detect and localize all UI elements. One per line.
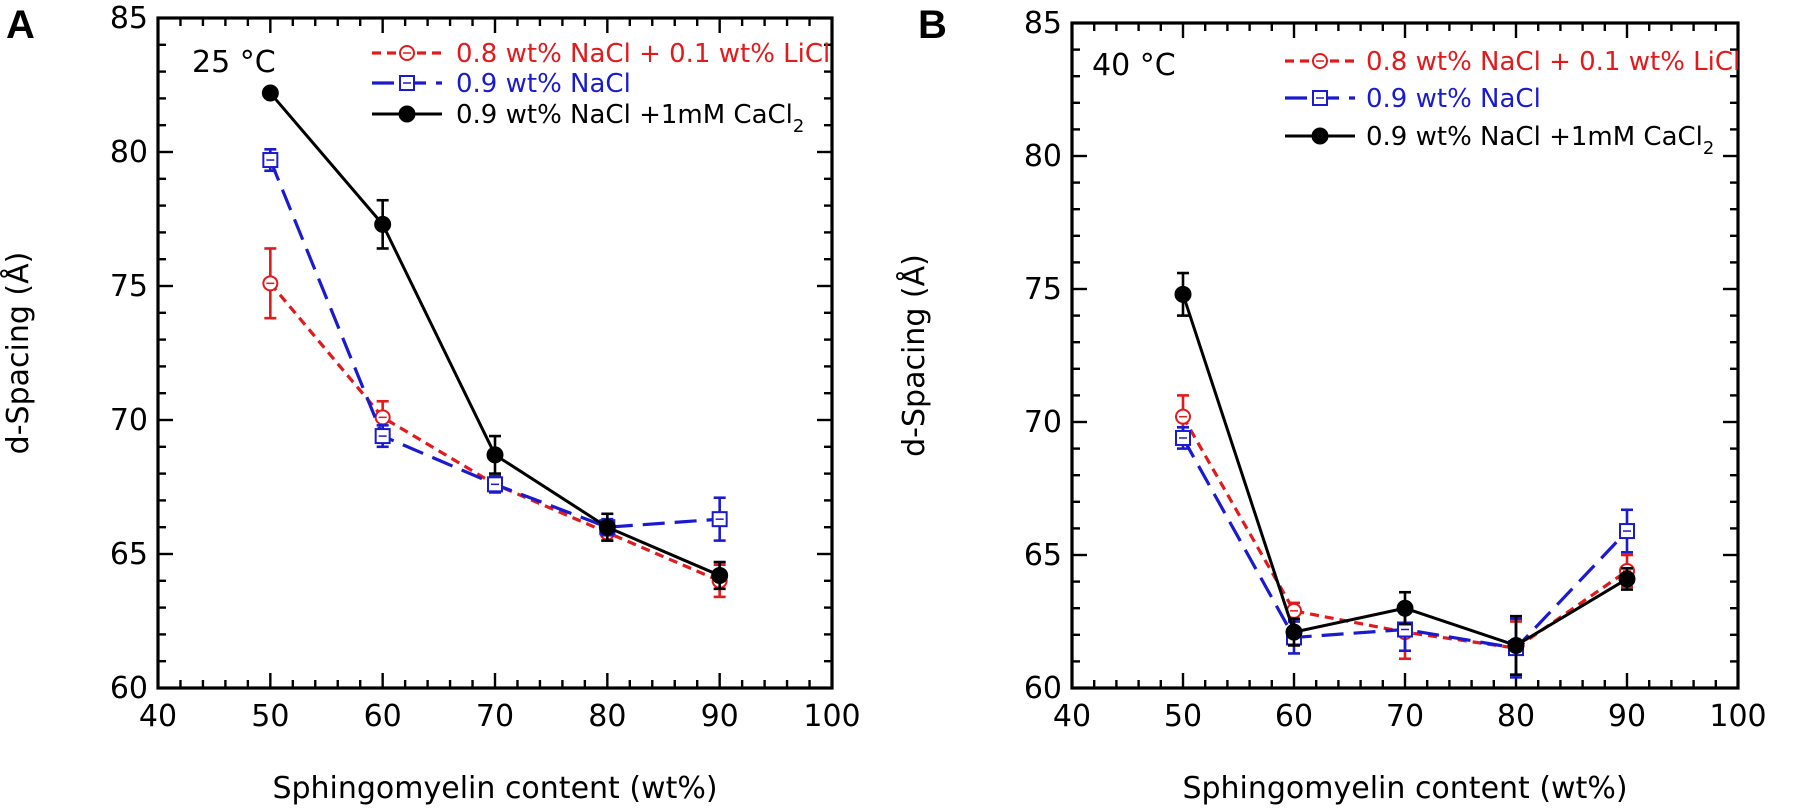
legend-entry-2: 0.9 wt% NaCl +1mM CaCl2	[1285, 122, 1714, 159]
y-tick-label: 80	[1024, 139, 1062, 174]
y-tick-label: 80	[110, 135, 148, 170]
legend-label: 0.9 wt% NaCl	[1366, 84, 1541, 114]
legend-entry-2: 0.9 wt% NaCl +1mM CaCl2	[372, 100, 804, 137]
legend-entry-1: 0.9 wt% NaCl	[372, 69, 631, 99]
data-point	[1507, 636, 1525, 654]
legend-label: 0.9 wt% NaCl +1mM CaCl2	[1366, 122, 1714, 159]
legend-label-subscript: 2	[793, 116, 804, 137]
y-tick-label: 65	[1024, 538, 1062, 573]
x-tick-label: 40	[139, 699, 177, 734]
legend-label-text: 0.9 wt% NaCl +1mM CaCl	[456, 100, 793, 130]
x-tick-label: 60	[1275, 699, 1313, 734]
temperature-label: 40 °C	[1092, 48, 1176, 83]
series-0	[262, 247, 728, 599]
x-axis: 40 50 60 70 80 90 100	[139, 18, 861, 734]
y-axis: 60 65 70 75 80 85	[1024, 6, 1738, 706]
y-tick-label: 65	[110, 537, 148, 572]
legend-label-text: 0.9 wt% NaCl	[456, 69, 631, 99]
data-point	[1285, 623, 1303, 641]
x-tick-label: 70	[476, 699, 514, 734]
legend-entry-1: 0.9 wt% NaCl	[1285, 84, 1541, 114]
legend-label-text: 0.8 wt% NaCl + 0.1 wt% LiCl	[1366, 47, 1740, 77]
x-tick-label: 80	[1497, 699, 1535, 734]
legend-marker	[1311, 127, 1329, 145]
x-axis-title: Sphingomyelin content (wt%)	[272, 771, 717, 806]
legend-label: 0.9 wt% NaCl +1mM CaCl2	[456, 100, 804, 137]
x-tick-label: 60	[364, 699, 402, 734]
temperature-label: 25 °C	[192, 45, 276, 80]
panel-b: B 60 65 70 75 80 85 40 50 60 70 80 90 100 Sphingomyeli…	[896, 3, 1767, 806]
legend-entry-0: 0.8 wt% NaCl + 0.1 wt% LiCl	[1285, 47, 1740, 77]
panel-letter: B	[918, 3, 947, 47]
x-tick-label: 40	[1053, 699, 1091, 734]
y-tick-label: 60	[1024, 671, 1062, 706]
series-line	[269, 92, 721, 577]
data-point	[374, 215, 392, 233]
series-2	[1174, 271, 1636, 677]
data-point	[598, 518, 616, 536]
y-axis: 60 65 70 75 80 85	[110, 1, 832, 706]
x-axis-title: Sphingomyelin content (wt%)	[1182, 771, 1627, 806]
x-axis: 40 50 60 70 80 90 100	[1053, 23, 1767, 734]
y-tick-label: 75	[110, 269, 148, 304]
legend-label-text: 0.8 wt% NaCl + 0.1 wt% LiCl	[456, 39, 830, 69]
legend-label-text: 0.9 wt% NaCl +1mM CaCl	[1366, 122, 1703, 152]
y-tick-label: 85	[110, 1, 148, 36]
y-tick-label: 85	[1024, 6, 1062, 41]
y-axis-title: d-Spacing (Å)	[896, 254, 932, 457]
series-1	[1175, 426, 1635, 679]
x-tick-label: 80	[588, 699, 626, 734]
x-tick-label: 70	[1386, 699, 1424, 734]
y-tick-label: 60	[110, 671, 148, 706]
panel-letter: A	[6, 3, 35, 47]
y-tick-label: 70	[1024, 405, 1062, 440]
y-axis-title: d-Spacing (Å)	[0, 252, 36, 455]
x-tick-label: 100	[803, 699, 860, 734]
legend-entry-0: 0.8 wt% NaCl + 0.1 wt% LiCl	[372, 39, 830, 69]
x-tick-label: 50	[251, 699, 289, 734]
y-tick-label: 70	[110, 403, 148, 438]
x-tick-label: 90	[701, 699, 739, 734]
x-tick-label: 100	[1709, 699, 1766, 734]
panel-a: A 60 65 70 75 80 85 40 50 60 70 80 90 100 Sphingomyeli…	[0, 1, 861, 806]
x-tick-label: 50	[1164, 699, 1202, 734]
data-point	[711, 566, 729, 584]
data-point	[1174, 285, 1192, 303]
data-point	[1396, 599, 1414, 617]
y-tick-label: 75	[1024, 272, 1062, 307]
x-tick-label: 90	[1608, 699, 1646, 734]
data-point	[486, 446, 504, 464]
series-2	[261, 84, 729, 591]
series-1	[262, 148, 728, 542]
legend-label: 0.8 wt% NaCl + 0.1 wt% LiCl	[456, 39, 830, 69]
data-point	[261, 84, 279, 102]
legend-label-subscript: 2	[1703, 138, 1714, 159]
legend-label-text: 0.9 wt% NaCl	[1366, 84, 1541, 114]
legend-marker	[398, 105, 416, 123]
legend-label: 0.9 wt% NaCl	[456, 69, 631, 99]
data-point	[1618, 570, 1636, 588]
legend-label: 0.8 wt% NaCl + 0.1 wt% LiCl	[1366, 47, 1740, 77]
